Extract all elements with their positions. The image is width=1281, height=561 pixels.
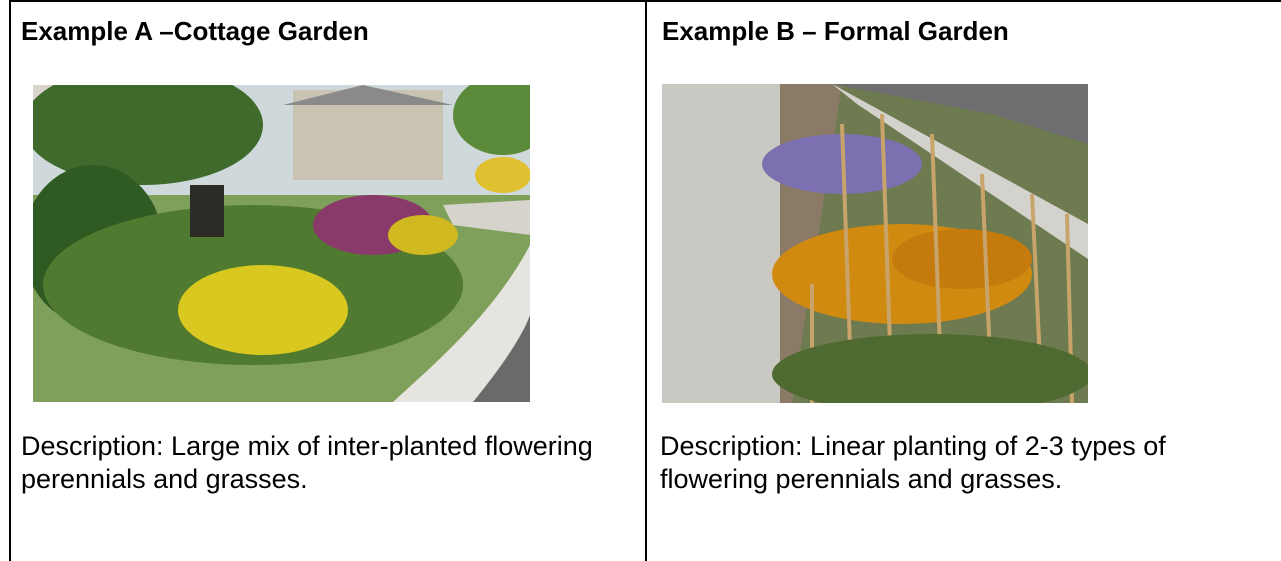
page: Example A –Cottage Garden Example B – Fo… [0,0,1281,561]
cell-description: Description: Large mix of inter-planted … [21,430,611,496]
cell-description: Description: Linear planting of 2-3 type… [660,430,1278,496]
table-border-left [9,0,11,561]
table-border-middle [645,0,647,561]
cottage-garden-photo [33,85,530,402]
formal-garden-photo [662,84,1088,403]
cell-title: Example A –Cottage Garden [21,16,369,47]
cell-title: Example B – Formal Garden [662,16,1009,47]
